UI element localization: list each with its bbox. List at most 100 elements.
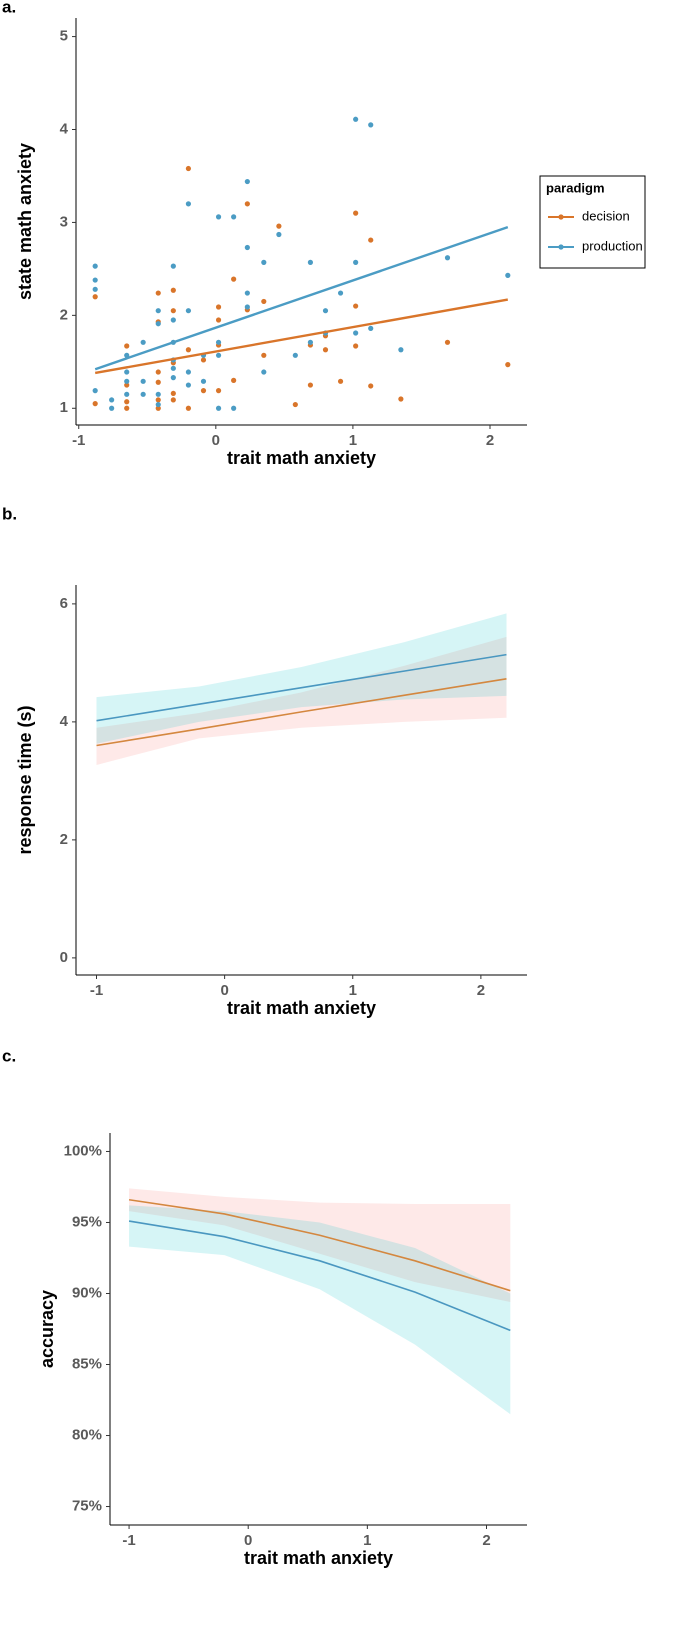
y-axis-title: response time (s): [15, 705, 35, 854]
point: [124, 405, 130, 411]
point: [140, 339, 146, 345]
point: [124, 391, 130, 397]
point: [215, 388, 222, 394]
point: [185, 201, 192, 207]
x-tick-label: -1: [122, 1532, 135, 1549]
point: [368, 325, 374, 331]
point: [170, 317, 176, 323]
point: [244, 290, 250, 296]
fit-line: [94, 298, 509, 375]
point: [322, 308, 329, 314]
y-axis-title: accuracy: [37, 1290, 57, 1368]
y-tick-label: 4: [60, 713, 69, 730]
point: [155, 379, 161, 385]
point: [353, 343, 359, 349]
point: [140, 391, 146, 397]
point: [109, 397, 115, 403]
point: [92, 401, 98, 407]
y-tick-label: 4: [60, 120, 69, 137]
legend-title: paradigm: [546, 180, 605, 195]
point: [244, 201, 250, 207]
point: [444, 255, 451, 261]
point: [170, 308, 176, 314]
y-tick-label: 80%: [72, 1426, 102, 1443]
y-tick-label: 2: [60, 831, 68, 848]
point: [124, 369, 130, 375]
panel-label: a.: [2, 0, 16, 16]
point: [155, 290, 161, 296]
y-tick-label: 1: [60, 399, 68, 416]
point: [155, 397, 161, 403]
y-tick-label: 3: [60, 213, 68, 230]
point: [155, 369, 161, 375]
point: [231, 214, 237, 220]
line: [96, 678, 507, 747]
point: [92, 294, 98, 300]
point: [215, 304, 222, 310]
y-tick-label: 95%: [72, 1213, 102, 1230]
point: [244, 244, 250, 251]
point: [185, 347, 192, 353]
point: [124, 378, 130, 384]
point: [505, 362, 511, 368]
y-tick-label: 6: [60, 595, 68, 612]
x-tick-label: 1: [363, 1532, 371, 1549]
point: [292, 352, 298, 358]
point: [353, 259, 359, 265]
point: [231, 405, 237, 411]
point: [322, 347, 329, 353]
legend-label: production: [582, 238, 643, 253]
y-tick-label: 85%: [72, 1355, 102, 1372]
point: [505, 272, 511, 278]
legend-dot: [558, 244, 564, 250]
confidence-band: [129, 1205, 511, 1415]
x-tick-label: 1: [349, 982, 357, 999]
point: [353, 210, 359, 216]
x-tick-label: -1: [90, 982, 103, 999]
point: [124, 399, 130, 405]
point: [170, 365, 176, 371]
point: [353, 116, 359, 122]
x-tick-label: 0: [220, 982, 228, 999]
confidence-band: [129, 1188, 511, 1303]
y-axis-title: state math anxiety: [15, 143, 35, 300]
confidence-band: [96, 613, 507, 744]
point: [215, 405, 222, 411]
point: [170, 375, 176, 381]
point: [261, 352, 267, 358]
point: [170, 263, 176, 269]
point: [231, 276, 237, 282]
point: [337, 378, 344, 384]
x-axis-title: trait math anxiety: [227, 448, 376, 468]
x-tick-label: 2: [486, 432, 494, 449]
point: [155, 321, 161, 327]
point: [200, 378, 207, 384]
point: [170, 287, 176, 293]
y-tick-label: 75%: [72, 1498, 102, 1515]
legend-dot: [558, 214, 564, 220]
point: [244, 178, 250, 185]
point: [185, 405, 192, 411]
confidence-band: [96, 636, 507, 765]
x-tick-label: -1: [72, 432, 85, 449]
x-tick-label: 1: [349, 432, 357, 449]
point: [368, 122, 374, 128]
point: [92, 277, 98, 283]
x-tick-label: 0: [212, 432, 220, 449]
point: [155, 308, 161, 314]
point: [353, 303, 359, 309]
point: [398, 396, 404, 402]
point: [276, 223, 282, 229]
x-axis-title: trait math anxiety: [244, 1548, 393, 1568]
point: [215, 317, 222, 323]
point: [92, 286, 98, 292]
y-tick-label: 0: [60, 949, 68, 966]
x-axis-title: trait math anxiety: [227, 998, 376, 1018]
legend-box: [539, 175, 646, 269]
y-tick-label: 100%: [64, 1142, 102, 1159]
line: [128, 1220, 511, 1332]
panel-label: c.: [2, 1046, 16, 1065]
point: [398, 347, 404, 353]
